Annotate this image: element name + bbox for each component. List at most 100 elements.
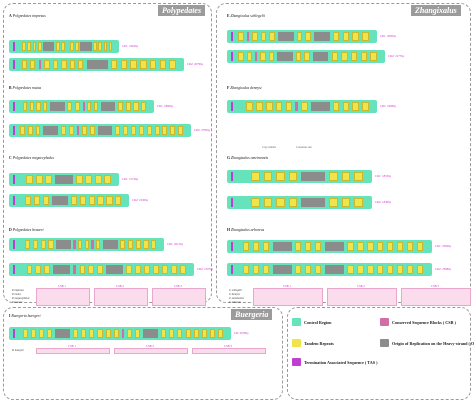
tandem-repeat — [33, 196, 41, 205]
tandem-repeat — [252, 265, 260, 274]
csb-alignment-box — [253, 288, 323, 306]
tandem-repeat — [201, 329, 207, 338]
tandem-repeat — [113, 329, 119, 338]
csb-tag-2: CSB 2 — [146, 344, 154, 348]
csb-species-name: Z. arboreus — [229, 301, 242, 304]
tandem-repeat — [266, 102, 273, 111]
tandem-repeat — [27, 126, 33, 135]
tandem-repeat — [61, 60, 67, 69]
buergeria-panel — [3, 307, 283, 400]
tandem-repeat — [162, 126, 168, 135]
csb-alignment-box — [401, 288, 471, 306]
csb-alignment-box — [36, 348, 110, 354]
tandem-repeat — [377, 265, 384, 274]
csb-tag-3: CSB 3 — [174, 284, 182, 288]
tandem-repeat — [135, 240, 141, 249]
csb-species-name: P. mutus — [12, 293, 21, 296]
tandem-repeat — [178, 126, 184, 135]
tandem-repeat — [21, 60, 27, 69]
csb-block — [73, 265, 77, 274]
ohr-block — [313, 32, 330, 41]
tandem-repeat — [370, 52, 377, 61]
tandem-repeat — [98, 42, 102, 51]
tandem-repeat — [260, 32, 267, 41]
tandem-repeat — [305, 242, 312, 251]
cr-length-label: CR1: 1906bp — [380, 104, 397, 108]
legend-swatch-control-region — [292, 318, 301, 326]
polypedates-genus-tag: Polypedates — [158, 5, 206, 16]
csb-block — [76, 126, 80, 135]
tandem-repeat — [417, 265, 424, 274]
tas-block — [13, 196, 15, 205]
species-label-c: C Polypedates megacephalus — [9, 156, 54, 160]
tandem-repeat — [106, 196, 113, 205]
tandem-repeat — [341, 52, 348, 61]
tandem-repeat — [44, 60, 50, 69]
tandem-repeat — [140, 60, 147, 69]
tandem-repeat — [126, 329, 132, 338]
tandem-repeat — [110, 60, 118, 69]
tas-block — [231, 172, 233, 181]
species-label-i: I Buergeria buergeri — [9, 314, 41, 318]
ohr-block — [54, 175, 73, 184]
tas-block — [231, 102, 233, 111]
tandem-repeat — [141, 102, 147, 111]
tandem-repeat — [97, 265, 103, 274]
tandem-repeat — [22, 42, 26, 51]
tandem-repeat — [350, 52, 358, 61]
tandem-repeat — [288, 172, 298, 181]
tandem-repeat — [89, 126, 95, 135]
tandem-repeat — [332, 32, 340, 41]
tandem-repeat — [84, 240, 89, 249]
tandem-repeat — [89, 329, 95, 338]
consensus-size-note: Consensus size — [296, 146, 312, 149]
legend-swatch-tas — [292, 358, 301, 366]
tandem-repeat — [315, 265, 322, 274]
tandem-repeat — [154, 126, 160, 135]
tandem-repeat — [251, 172, 260, 181]
tandem-repeat — [180, 265, 186, 274]
csb-tag-2: CSB 2 — [357, 284, 365, 288]
tandem-repeat — [296, 32, 303, 41]
control-region-gap — [66, 42, 68, 51]
tandem-repeat — [169, 60, 176, 69]
ohr-block — [100, 102, 116, 111]
tandem-repeat — [74, 102, 81, 111]
ohr-block — [277, 32, 294, 41]
tandem-repeat — [342, 32, 350, 41]
tandem-repeat — [243, 242, 250, 251]
csb-block — [255, 52, 258, 61]
csb-tag-1: CSB 1 — [68, 344, 76, 348]
tandem-repeat — [151, 240, 157, 249]
tandem-repeat — [130, 60, 137, 69]
species-label-d: D Polypedates braueri — [9, 228, 44, 232]
ohr-block — [106, 265, 124, 274]
csb-block — [121, 329, 124, 338]
legend-label-tas: Termination Associated Sequence ( TAS ) — [304, 360, 378, 365]
tandem-repeat — [146, 126, 152, 135]
tandem-repeat — [46, 329, 52, 338]
legend-label-tandem-repeat: Tandem Repeats — [304, 341, 334, 346]
tas-block — [231, 242, 233, 251]
tandem-repeat — [360, 52, 368, 61]
species-label-f: F Zhangixalus dennysi — [227, 86, 262, 90]
csb-tag-1: CSB 1 — [58, 284, 66, 288]
tandem-repeat — [238, 32, 244, 41]
tandem-repeat — [69, 42, 74, 51]
tandem-repeat — [103, 42, 108, 51]
tandem-repeat — [276, 172, 285, 181]
cr-length-label: CR2: 2368bp — [435, 267, 452, 271]
tandem-repeat — [362, 32, 369, 41]
tandem-repeat — [377, 242, 384, 251]
tandem-repeat — [295, 242, 302, 251]
tandem-repeat — [269, 32, 275, 41]
csb-species-name: P. megacephalus — [12, 297, 30, 300]
cr-length-label: CR1: 2085bp — [380, 34, 397, 38]
tandem-repeat — [331, 52, 339, 61]
tandem-repeat — [123, 126, 129, 135]
ohr-block — [311, 102, 330, 111]
tandem-repeat — [88, 265, 95, 274]
tandem-repeat — [252, 32, 258, 41]
tandem-repeat — [36, 102, 41, 111]
ohr-block — [43, 126, 59, 135]
